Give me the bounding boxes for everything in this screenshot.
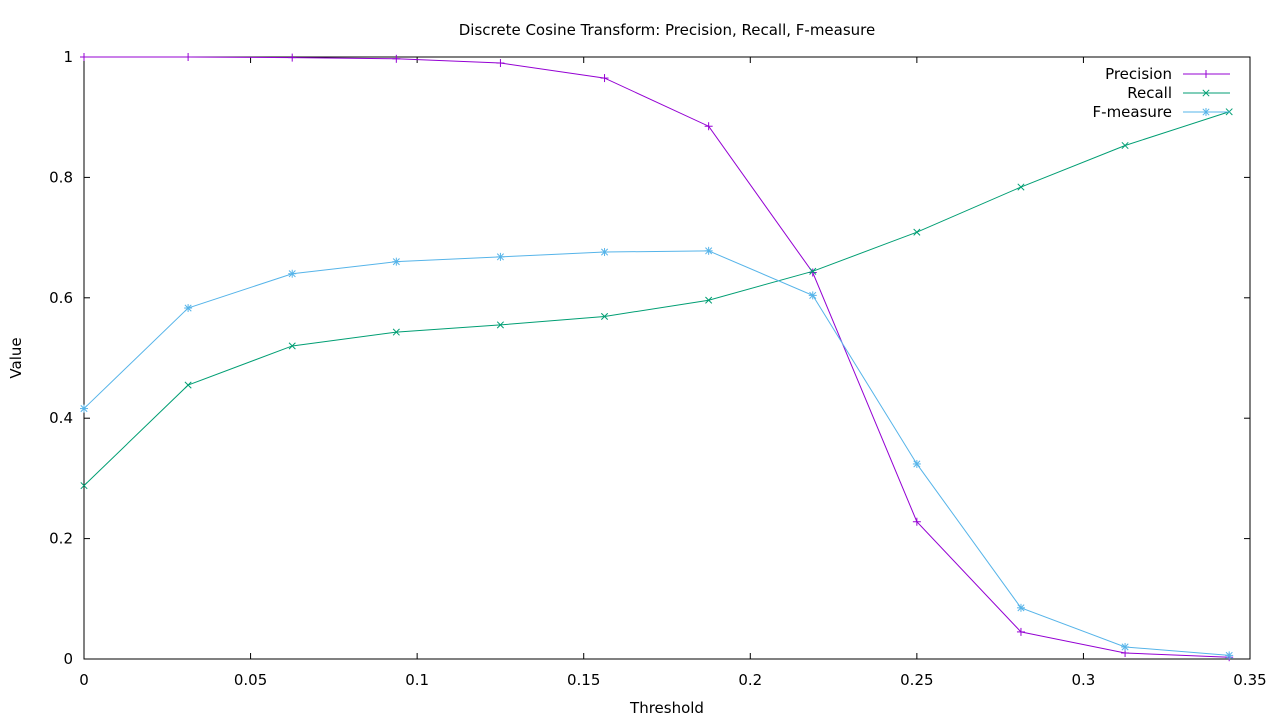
precision-point (392, 54, 401, 63)
f-measure-point (184, 304, 193, 313)
f-measure-point (496, 252, 505, 261)
legend-label-recall: Recall (1127, 84, 1172, 102)
recall-point (496, 321, 504, 329)
legend-label-f-measure: F-measure (1093, 103, 1172, 121)
legend-marker-f-measure (1202, 108, 1210, 116)
precision-point (184, 53, 193, 61)
x-axis-title: Threshold (629, 699, 704, 717)
legend-marker-precision (1202, 70, 1210, 78)
y-axis: 0 0.2 0.4 0.6 0.8 1 (49, 48, 1250, 668)
recall-point (184, 381, 192, 389)
x-tick-label: 0 (79, 671, 89, 689)
f-measure-point (392, 257, 401, 266)
precision-point (912, 517, 921, 526)
precision-point (80, 53, 88, 61)
y-tick-label: 1 (63, 48, 73, 66)
f-measure-point (912, 459, 921, 468)
recall-point (288, 342, 296, 350)
precision-point (1016, 627, 1025, 636)
f-measure-point (704, 246, 713, 255)
x-tick-label: 0.1 (405, 671, 429, 689)
f-measure-point (1225, 651, 1234, 660)
f-measure-point (80, 404, 88, 413)
precision-point (704, 122, 713, 131)
f-measure-line (83, 250, 1230, 656)
f-measure-point (808, 291, 817, 300)
f-measure-point (600, 248, 609, 257)
recall-point (705, 296, 713, 304)
legend-marker-recall (1202, 89, 1210, 97)
precision-point (288, 53, 297, 62)
y-tick-label: 0.2 (49, 530, 73, 548)
x-axis: 0 0.05 0.1 0.15 0.2 0.25 0.3 0.35 (79, 57, 1267, 689)
y-tick-label: 0.6 (49, 289, 73, 307)
x-tick-label: 0.35 (1233, 671, 1266, 689)
y-tick-label: 0.8 (49, 168, 73, 186)
precision-line (84, 56, 1230, 658)
recall-point (600, 312, 609, 321)
recall-point (80, 482, 88, 490)
y-axis-title: Value (7, 337, 25, 378)
legend-label-precision: Precision (1105, 65, 1172, 83)
y-tick-label: 0 (63, 650, 73, 668)
series-layer (80, 53, 1234, 662)
y-tick-label: 0.4 (49, 409, 73, 427)
f-measure-point (1121, 642, 1130, 651)
recall-point (392, 328, 400, 336)
f-measure-point (288, 269, 297, 278)
x-tick-label: 0.3 (1071, 671, 1095, 689)
recall-point (1121, 141, 1129, 150)
x-tick-label: 0.15 (567, 671, 600, 689)
recall-point (1017, 183, 1025, 191)
x-tick-label: 0.2 (738, 671, 762, 689)
precision-point (496, 59, 505, 68)
f-measure-point (1016, 603, 1025, 612)
x-tick-label: 0.05 (234, 671, 267, 689)
plot-frame (83, 56, 1251, 660)
x-tick-label: 0.25 (900, 671, 933, 689)
chart-title: Discrete Cosine Transform: Precision, Re… (459, 21, 876, 39)
recall-point (809, 267, 817, 275)
recall-line (83, 111, 1230, 486)
recall-point (913, 228, 921, 236)
precision-point (600, 74, 609, 83)
